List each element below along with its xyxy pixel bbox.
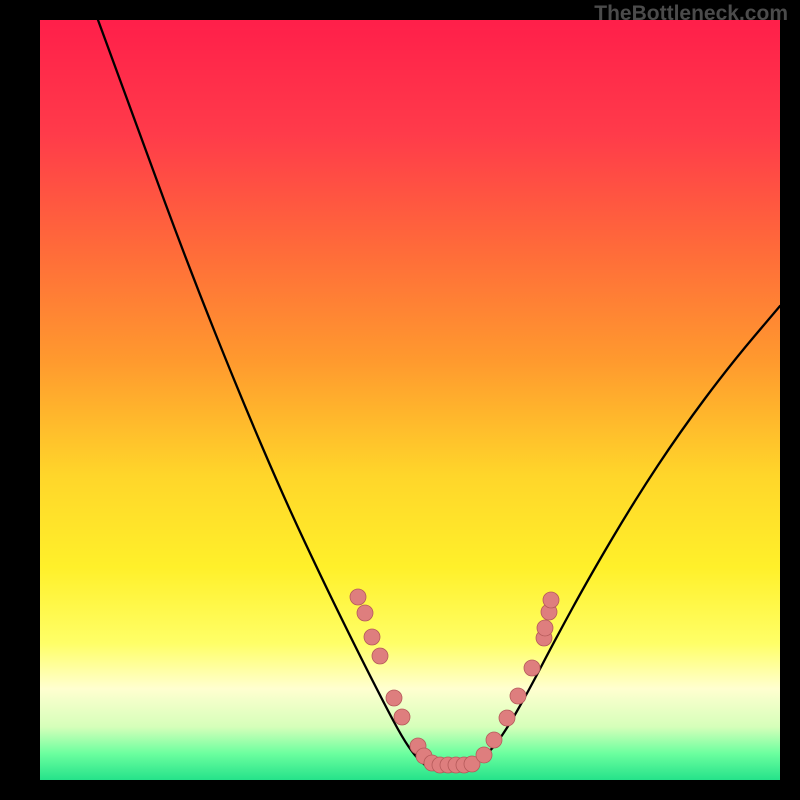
watermark-text: TheBottleneck.com [594, 2, 788, 26]
data-dot [386, 690, 402, 706]
data-dot [486, 732, 502, 748]
data-dot [394, 709, 410, 725]
data-dot [510, 688, 526, 704]
data-dot [543, 592, 559, 608]
gradient-background [40, 20, 780, 780]
data-dot [350, 589, 366, 605]
plot-svg [40, 20, 780, 780]
chart-frame: TheBottleneck.com [0, 0, 800, 800]
data-dot [499, 710, 515, 726]
data-dot [357, 605, 373, 621]
data-dot [524, 660, 540, 676]
data-dot [372, 648, 388, 664]
data-dot [476, 747, 492, 763]
data-dot [537, 620, 553, 636]
plot-area [40, 20, 780, 780]
data-dot [364, 629, 380, 645]
